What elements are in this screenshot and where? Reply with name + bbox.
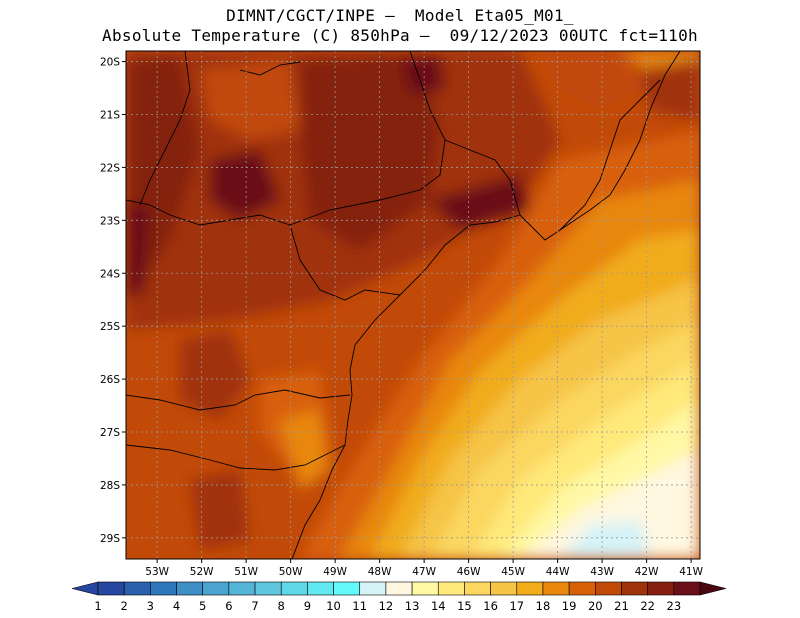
- temperature-field: [126, 51, 700, 559]
- colorbar-label: 15: [457, 599, 472, 613]
- colorbar-label: 4: [173, 599, 180, 613]
- colorbar-swatch: [202, 581, 230, 596]
- map-title-line2: Absolute Temperature (C) 850hPa – 09/12/…: [102, 26, 698, 45]
- latitude-labels: 20S 21S 22S 23S 24S 25S 26S 27S 28S 29S: [100, 57, 126, 545]
- colorbar-swatch: [359, 581, 387, 596]
- colorbar-label: 10: [326, 599, 341, 613]
- lon-label: 53W: [145, 566, 169, 578]
- lon-label: 47W: [412, 566, 436, 578]
- colorbar-swatch: [385, 581, 413, 596]
- colorbar-swatch: [437, 581, 465, 596]
- colorbar-label: 13: [405, 599, 420, 613]
- colorbar-label: 11: [352, 599, 367, 613]
- lon-label: 42W: [635, 566, 659, 578]
- lon-label: 49W: [323, 566, 347, 578]
- lon-label: 41W: [679, 566, 703, 578]
- colorbar-swatch: [228, 581, 256, 596]
- longitude-labels: 53W 52W 51W 50W 49W 48W 47W 46W 45W 44W 43W 42W 41W: [145, 559, 704, 578]
- colorbar-swatch: [176, 581, 203, 596]
- colorbar-swatch: [150, 581, 177, 596]
- colorbar-swatch: [647, 581, 675, 596]
- colorbar-swatch: [464, 581, 491, 596]
- lon-label: 51W: [234, 566, 258, 578]
- colorbar-label: 14: [431, 599, 446, 613]
- lon-label: 50W: [279, 566, 303, 578]
- colorbar-swatch: [542, 581, 570, 596]
- colorbar-label: 8: [278, 599, 285, 613]
- lat-label: 20S: [100, 57, 120, 69]
- colorbar-label: 18: [536, 599, 551, 613]
- colorbar-label: 1: [94, 599, 101, 613]
- colorbar-label: 6: [225, 599, 232, 613]
- colorbar-label: 5: [199, 599, 206, 613]
- colorbar-label: 17: [509, 599, 524, 613]
- lon-label: 43W: [590, 566, 614, 578]
- colorbar-label: 21: [614, 599, 629, 613]
- lat-label: 25S: [100, 321, 120, 333]
- colorbar-swatch: [411, 581, 439, 596]
- lat-label: 21S: [100, 110, 120, 122]
- colorbar-label: 12: [379, 599, 394, 613]
- lon-label: 44W: [546, 566, 570, 578]
- lon-label: 48W: [368, 566, 392, 578]
- lat-label: 26S: [100, 374, 120, 386]
- lat-label: 24S: [100, 268, 120, 280]
- map-title-line1: DIMNT/CGCT/INPE – Model Eta05_M01_: [226, 6, 574, 25]
- map-frame: [125, 50, 701, 560]
- colorbar-label: 7: [251, 599, 258, 613]
- graticule: [126, 51, 700, 559]
- colorbar-swatch: [673, 581, 701, 596]
- colorbar-label: 22: [640, 599, 655, 613]
- colorbar-swatch: [254, 581, 282, 596]
- colorbar: 1 2 3 4 5 6 7 8 9 10 11 12 13 14 15 16 17 18 19 20 21 22 23: [71, 581, 727, 613]
- colorbar-label: 9: [304, 599, 311, 613]
- coastline-and-borders: [126, 51, 681, 559]
- colorbar-arrow-low: [71, 581, 99, 596]
- colorbar-swatch: [568, 581, 596, 596]
- colorbar-label: 16: [483, 599, 498, 613]
- colorbar-swatch: [490, 581, 518, 596]
- colorbar-arrow-high: [699, 581, 727, 596]
- colorbar-swatch: [280, 581, 308, 596]
- colorbar-swatch: [333, 581, 361, 596]
- lat-label: 23S: [100, 215, 120, 227]
- colorbar-swatch: [516, 581, 544, 596]
- lon-label: 52W: [190, 566, 214, 578]
- lat-label: 22S: [100, 162, 120, 174]
- colorbar-swatch: [595, 581, 622, 596]
- colorbar-label: 23: [667, 599, 682, 613]
- lat-label: 28S: [100, 480, 120, 492]
- colorbar-label: 19: [562, 599, 577, 613]
- colorbar-swatch: [621, 581, 648, 596]
- colorbar-label: 20: [588, 599, 603, 613]
- colorbar-swatch: [307, 581, 334, 596]
- lon-label: 46W: [457, 566, 481, 578]
- lat-label: 29S: [100, 533, 120, 545]
- colorbar-label: 2: [121, 599, 128, 613]
- lon-label: 45W: [501, 566, 525, 578]
- colorbar-label: 3: [147, 599, 154, 613]
- colorbar-swatch: [123, 581, 151, 596]
- lat-label: 27S: [100, 427, 120, 439]
- colorbar-swatch: [97, 581, 125, 596]
